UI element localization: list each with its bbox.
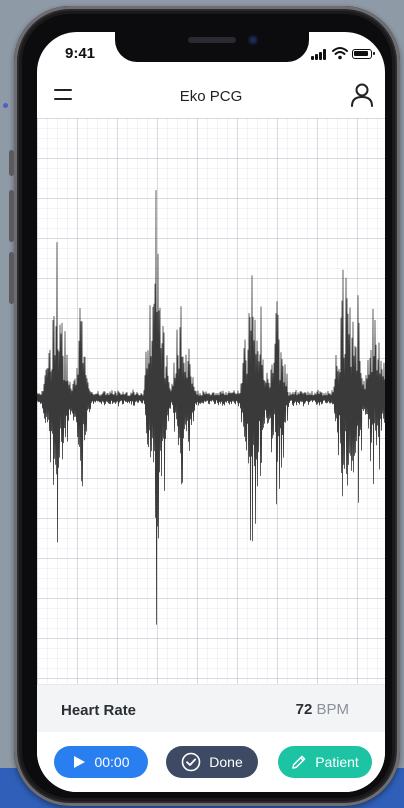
- heart-rate-readout: 72 BPM: [296, 701, 349, 718]
- pcg-waveform-chart: [37, 118, 385, 684]
- hamburger-menu-icon[interactable]: [54, 86, 74, 104]
- patient-label: Patient: [315, 754, 359, 770]
- check-circle-icon: [181, 752, 201, 772]
- play-button[interactable]: 00:00: [54, 746, 148, 778]
- notch: [115, 32, 309, 62]
- background-dot: [3, 103, 8, 108]
- heart-rate-panel: Heart Rate 72 BPM: [37, 684, 385, 733]
- play-timer-label: 00:00: [94, 754, 130, 770]
- speaker-grille: [188, 37, 236, 43]
- phone-volume-up-button: [9, 190, 14, 242]
- pencil-icon: [292, 755, 306, 769]
- patient-button[interactable]: Patient: [278, 746, 372, 778]
- battery-icon: [352, 49, 375, 59]
- pcg-signal-trace: [37, 190, 385, 625]
- phone-side-button: [9, 150, 14, 176]
- status-bar: 9:41: [37, 32, 385, 76]
- pcg-waveform: [37, 190, 385, 625]
- front-camera: [248, 35, 258, 45]
- status-time: 9:41: [65, 45, 96, 62]
- bottom-action-bar: 00:00 Done Patient: [37, 732, 385, 792]
- page-title: Eko PCG: [179, 88, 243, 105]
- done-label: Done: [209, 754, 243, 770]
- cellular-signal-icon: [311, 49, 329, 60]
- phone-volume-down-button: [9, 252, 14, 304]
- wifi-icon: [332, 47, 348, 60]
- heart-rate-label: Heart Rate: [61, 702, 137, 719]
- user-profile-icon[interactable]: [350, 82, 374, 108]
- heart-rate-unit: BPM: [316, 701, 349, 718]
- app-header: Eko PCG: [37, 76, 385, 119]
- heart-rate-value: 72: [295, 701, 313, 718]
- play-icon: [74, 756, 86, 768]
- phone-screen: 9:41 Eko PCG Heart Rate 72: [37, 32, 385, 792]
- done-button[interactable]: Done: [166, 746, 258, 778]
